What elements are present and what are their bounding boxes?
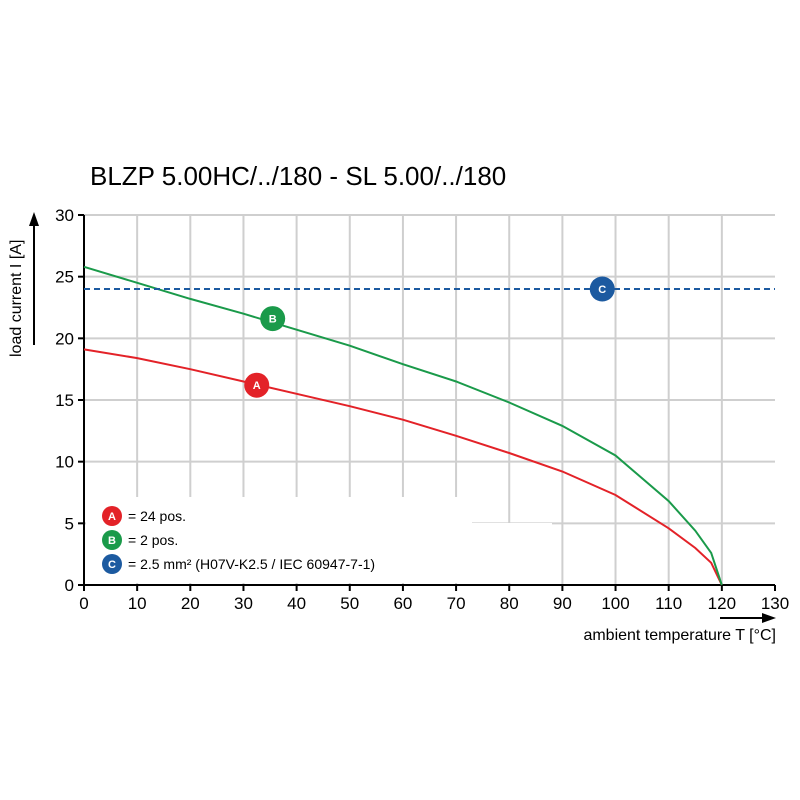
y-axis-label-group: load current I [A] [8, 212, 39, 357]
tick-labels: 0 10 20 30 40 50 60 70 80 90 100 110 120 130 0 5 10 15 20 2… [55, 206, 789, 613]
legend-area [86, 497, 552, 583]
y-axis-arrow-head [29, 212, 39, 226]
legend-badge-label-a: A [108, 511, 116, 523]
legend: A = 24 pos. B = 2 pos. C = 2.5 mm² (H07V-K2.5… [102, 506, 375, 574]
series-layer [83, 265, 775, 586]
legend-entry-a: = 24 pos. [128, 508, 186, 524]
x-tick-label: 90 [553, 594, 572, 613]
y-tick-label: 30 [55, 206, 74, 225]
series-line-a [83, 348, 723, 586]
y-axis-label: load current I [A] [8, 240, 25, 357]
series-marker-label-a: A [253, 380, 261, 392]
legend-badge-b [102, 530, 122, 550]
x-tick-label: 20 [181, 594, 200, 613]
series-marker-label-b: B [269, 314, 277, 326]
grid [84, 214, 775, 585]
series-marker-b [260, 306, 286, 332]
x-tick-label: 30 [234, 594, 253, 613]
series-marker-a [244, 372, 270, 398]
legend-badge-label-c: C [108, 559, 116, 571]
x-tick-label: 130 [761, 594, 789, 613]
legend-badge-label-b: B [108, 535, 116, 547]
legend-entry-b: = 2 pos. [128, 532, 178, 548]
legend-badge-a [102, 506, 122, 526]
legend-entry-c: = 2.5 mm² (H07V-K2.5 / IEC 60947-7-1) [128, 556, 375, 572]
x-tick-label: 110 [655, 594, 682, 613]
x-tick-label: 70 [447, 594, 466, 613]
axes [78, 214, 776, 591]
x-tick-label: 0 [79, 594, 88, 613]
x-tick-label: 80 [500, 594, 519, 613]
x-tick-label: 60 [393, 594, 412, 613]
x-axis-arrow-head [762, 613, 776, 623]
series-line-b [83, 265, 723, 586]
x-axis-label-group: ambient temperature T [°C] [583, 613, 776, 644]
y-tick-label: 25 [55, 268, 74, 287]
series-markers: A B C [244, 276, 615, 398]
y-tick-label: 5 [65, 514, 74, 533]
x-tick-label: 10 [128, 594, 147, 613]
y-tick-label: 15 [55, 391, 74, 410]
legend-badge-c [102, 554, 122, 574]
legend-background-lower [86, 523, 552, 583]
x-tick-label: 50 [340, 594, 359, 613]
y-tick-label: 10 [55, 453, 74, 472]
x-tick-label: 100 [601, 594, 629, 613]
x-tick-label: 40 [287, 594, 306, 613]
x-tick-label: 120 [708, 594, 736, 613]
series-marker-c [589, 276, 615, 302]
series-marker-label-c: C [598, 284, 606, 296]
x-axis-label: ambient temperature T [°C] [583, 627, 776, 644]
y-tick-label: 0 [65, 576, 74, 595]
y-tick-label: 20 [55, 329, 74, 348]
chart-title: BLZP 5.00HC/../180 - SL 5.00/../180 [90, 161, 506, 191]
